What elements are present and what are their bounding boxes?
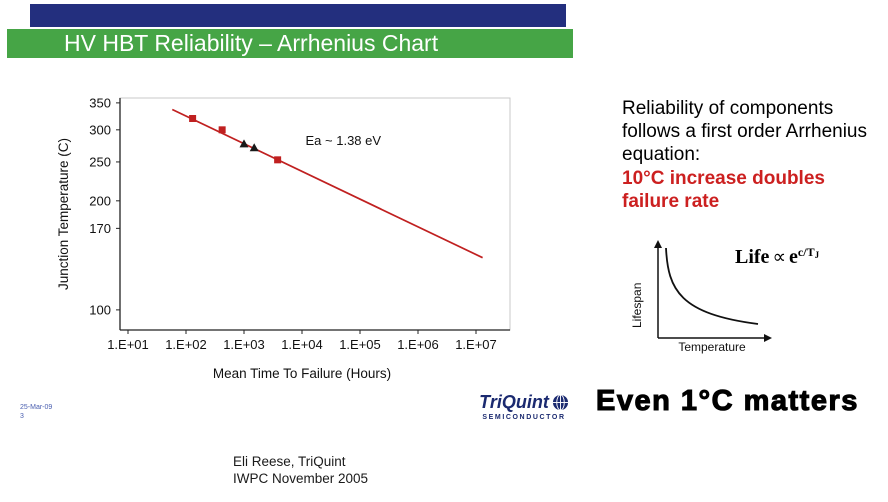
formula-propto-symbol: ∝ (772, 247, 787, 268)
svg-text:Ea ~ 1.38 eV: Ea ~ 1.38 eV (306, 133, 382, 148)
formula-base: e (789, 246, 798, 268)
slide-title: HV HBT Reliability – Arrhenius Chart (64, 30, 439, 56)
logo-top-row: TriQuint (476, 392, 572, 413)
mini-chart-svg (654, 240, 772, 342)
triquint-logo: TriQuint SEMICONDUCTOR (476, 392, 572, 421)
svg-text:300: 300 (89, 122, 111, 137)
right-panel-text: Reliability of components follows a firs… (622, 97, 884, 213)
svg-text:250: 250 (89, 154, 111, 169)
mini-chart-ylabel: Lifespan (630, 282, 644, 328)
highlight-text: 10°C increase doubles failure rate (622, 167, 825, 212)
date-stamp-line-1: 25-Mar-09 (20, 404, 53, 411)
svg-text:170: 170 (89, 221, 111, 236)
svg-text:200: 200 (89, 193, 111, 208)
lifespan-temperature-mini-chart: Lifespan Temperature (628, 238, 778, 360)
credit-line-2: IWPC November 2005 (233, 470, 369, 486)
date-stamp: 25-Mar-09 3 (20, 403, 52, 422)
life-formula: Life ∝ ec/TJ (735, 245, 819, 269)
formula-exponent-subscript: J (814, 250, 820, 260)
globe-icon (552, 394, 568, 411)
arrhenius-chart: 1.E+01 1.E+02 1.E+03 1.E+04 1.E+05 1.E+06 1.E+… (56, 95, 511, 381)
svg-text:1.E+04: 1.E+04 (281, 337, 323, 352)
formula-life: Life (735, 246, 770, 268)
svg-text:1.E+01: 1.E+01 (107, 337, 149, 352)
tagline: Even 1°C matters (595, 384, 859, 417)
svg-text:350: 350 (89, 95, 111, 110)
mini-chart-xlabel: Temperature (678, 340, 746, 354)
formula-exponent: c/T (797, 245, 815, 259)
svg-text:1.E+02: 1.E+02 (165, 337, 207, 352)
top-accent-bar (30, 4, 566, 27)
svg-text:100: 100 (89, 302, 111, 317)
date-stamp-line-2: 3 (20, 413, 24, 421)
svg-text:1.E+07: 1.E+07 (455, 337, 497, 352)
svg-text:Mean Time To Failure (Hours): Mean Time To Failure (Hours) (213, 366, 391, 381)
title-bar: HV HBT Reliability – Arrhenius Chart (7, 29, 573, 58)
logo-subtitle: SEMICONDUCTOR (482, 414, 566, 421)
credit-text: Eli Reese, TriQuint IWPC November 2005 (233, 454, 368, 488)
reliability-paragraph: Reliability of components follows a firs… (622, 98, 867, 166)
svg-text:1.E+05: 1.E+05 (339, 337, 381, 352)
logo-name: TriQuint (479, 392, 549, 412)
svg-text:1.E+06: 1.E+06 (397, 337, 439, 352)
svg-text:Junction Temperature (C): Junction Temperature (C) (56, 138, 71, 290)
svg-text:1.E+03: 1.E+03 (223, 337, 265, 352)
credit-line-1: Eli Reese, TriQuint (233, 454, 346, 469)
